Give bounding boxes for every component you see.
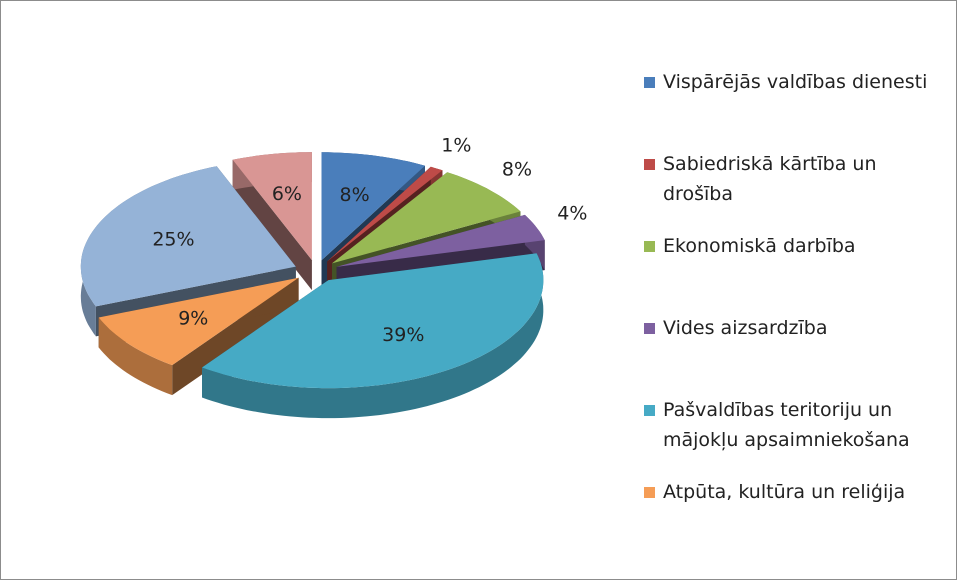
slice [232, 152, 312, 261]
slice-wall [232, 159, 312, 291]
legend-swatch [644, 241, 655, 252]
legend-label: Ekonomiskā darbība [663, 235, 856, 257]
data-label: 25% [152, 229, 194, 251]
slice [202, 253, 544, 389]
slice [98, 277, 299, 366]
legend-swatch [644, 487, 655, 498]
legend-label: Vides aizsardzība [663, 317, 828, 339]
legend-item: Vispārējās valdības dienesti [641, 67, 941, 149]
legend: Vispārējās valdības dienesti Sabiedriskā … [641, 67, 941, 559]
legend-item: Vides aizsardzība [641, 313, 941, 395]
slice [332, 172, 521, 264]
data-label: 39% [382, 324, 424, 346]
legend-item: Pašvaldības teritoriju un mājokļu apsaim… [641, 395, 941, 477]
legend-label: Atpūta, kultūra un reliģija [663, 481, 906, 503]
slice-side [202, 253, 544, 419]
data-label: 6% [272, 183, 302, 205]
legend-swatch [644, 323, 655, 334]
legend-label: Sabiedriskā kārtība un drošība [663, 153, 877, 205]
legend-swatch [644, 77, 655, 88]
legend-item: Atpūta, kultūra un reliģija [641, 477, 941, 559]
data-label: 9% [178, 307, 208, 329]
data-label: 8% [340, 184, 370, 206]
legend-label: Vispārējās valdības dienesti [663, 71, 928, 93]
data-label: 1% [441, 134, 471, 156]
legend-swatch [644, 159, 655, 170]
slice [80, 166, 296, 307]
legend-item: Ekonomiskā darbība [641, 231, 941, 313]
slice-side [98, 317, 173, 396]
legend-swatch [644, 405, 655, 416]
slice [336, 214, 545, 267]
legend-item: Sabiedriskā kārtība un drošība [641, 149, 941, 231]
legend-label: Pašvaldības teritoriju un mājokļu apsaim… [663, 399, 910, 451]
slice [327, 166, 443, 262]
data-label: 8% [502, 159, 532, 181]
data-label: 4% [557, 203, 587, 225]
slice [321, 152, 425, 261]
